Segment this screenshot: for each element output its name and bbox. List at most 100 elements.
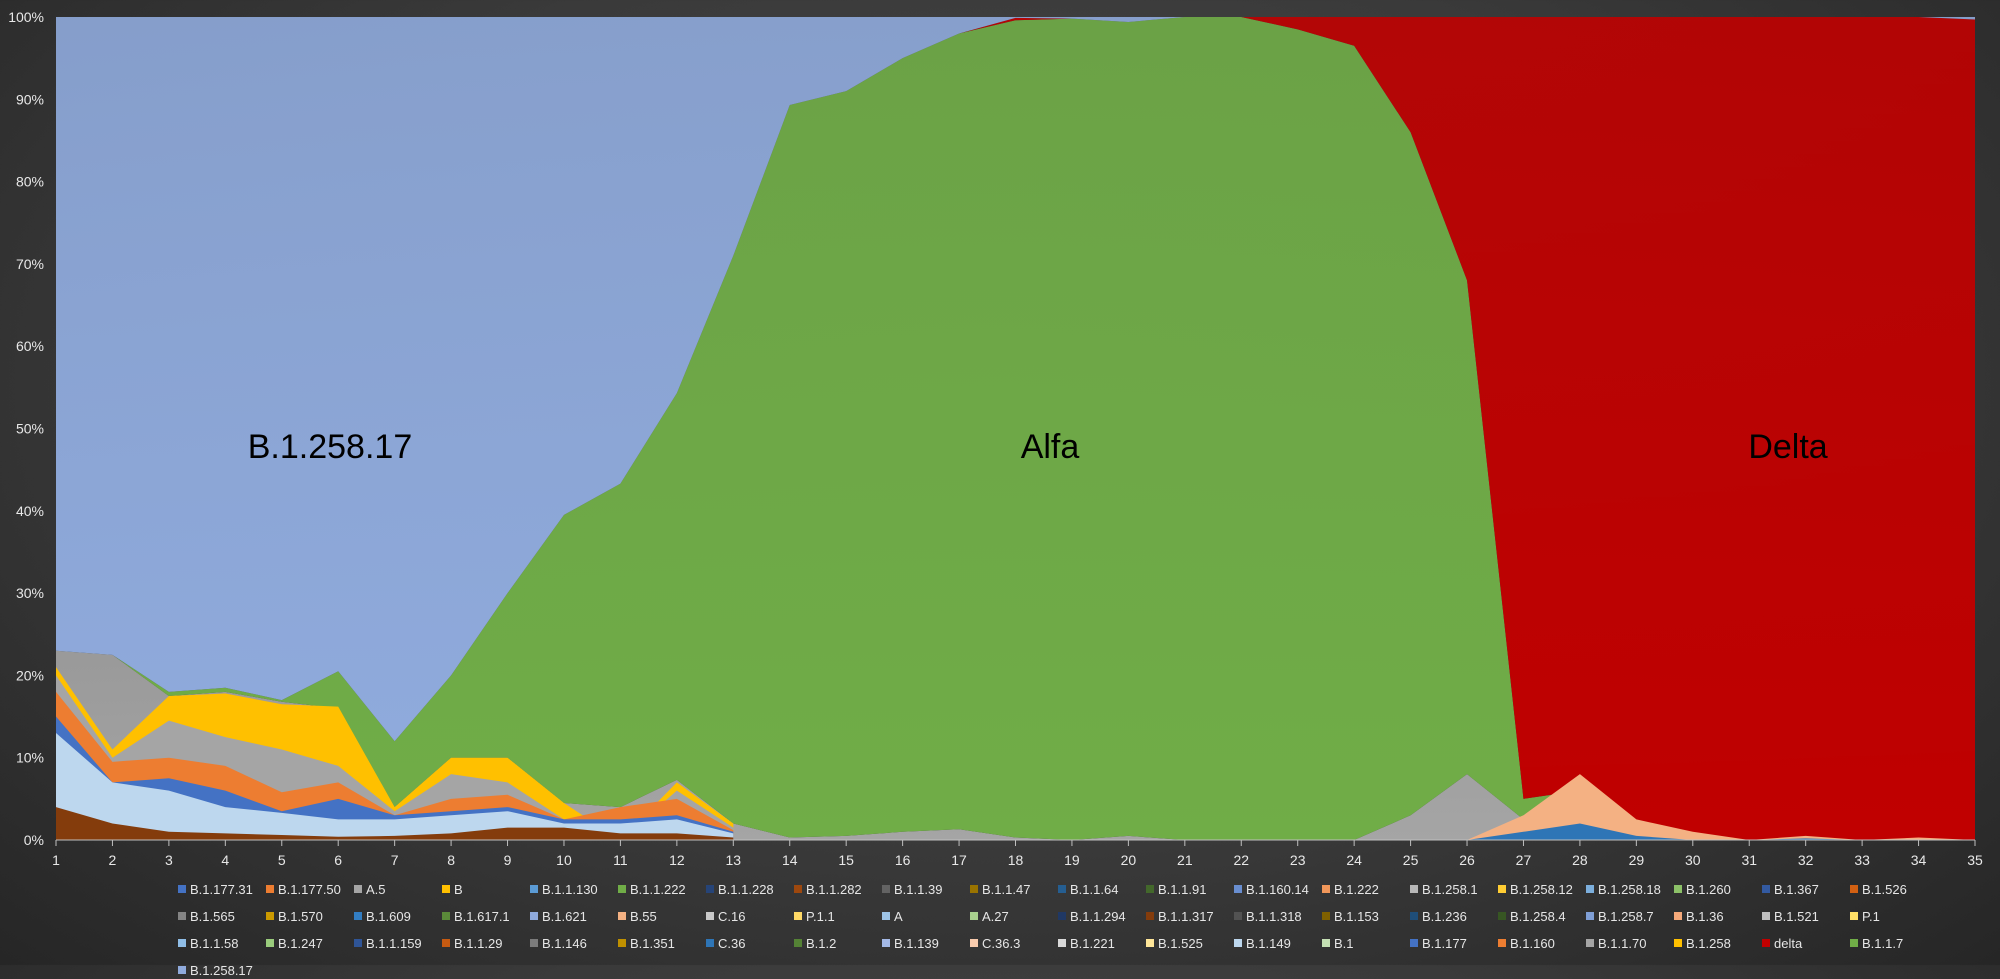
legend-label: B.1.1.130 — [542, 881, 598, 897]
legend-item: B.1.1.39 — [882, 880, 970, 898]
legend-swatch — [794, 885, 802, 893]
legend-swatch — [1322, 912, 1330, 920]
legend-item: P.1.1 — [794, 907, 882, 925]
legend-label: B.1.1.29 — [454, 935, 503, 951]
legend-item: B.1.525 — [1146, 934, 1234, 952]
band-late-b-1-177 — [1297, 823, 1975, 840]
legend-item: B.1.1.130 — [530, 880, 618, 898]
band-late-c-36-3 — [1297, 774, 1975, 840]
x-tick-label: 23 — [1290, 852, 1306, 868]
legend-item: B.1.153 — [1322, 907, 1410, 925]
x-tick-label: 27 — [1516, 852, 1532, 868]
x-tick-label: 16 — [895, 852, 911, 868]
legend-swatch — [1850, 939, 1858, 947]
legend-swatch — [1762, 939, 1770, 947]
legend-label: A.27 — [982, 908, 1009, 924]
legend-item: B.1.617.1 — [442, 907, 530, 925]
legend-item: B — [442, 880, 530, 898]
legend-item: B.1.160 — [1498, 934, 1586, 952]
legend-swatch — [1586, 912, 1594, 920]
legend-label: B.1.1.228 — [718, 881, 774, 897]
legend-swatch — [1762, 885, 1770, 893]
legend-item: B.1.526 — [1850, 880, 1938, 898]
y-tick-label: 60% — [16, 338, 44, 354]
legend-label: B.55 — [630, 908, 657, 924]
legend-item: B.1.565 — [178, 907, 266, 925]
legend-swatch — [706, 885, 714, 893]
legend-swatch — [794, 939, 802, 947]
band-b-1-1-29 — [56, 807, 734, 840]
region-label: B.1.258.17 — [248, 428, 412, 466]
legend-swatch — [1146, 912, 1154, 920]
legend-label: B.1.617.1 — [454, 908, 510, 924]
legend-label: B.1.525 — [1158, 935, 1203, 951]
legend-label: A.5 — [366, 881, 386, 897]
legend-label: B.1.1.222 — [630, 881, 686, 897]
legend-item: B.1.2 — [794, 934, 882, 952]
legend-swatch — [1498, 885, 1506, 893]
legend-swatch — [1410, 912, 1418, 920]
x-tick-label: 17 — [951, 852, 967, 868]
legend-swatch — [266, 939, 274, 947]
x-tick-label: 8 — [447, 852, 455, 868]
legend-item: P.1 — [1850, 907, 1938, 925]
legend-item: B.1.1.7 — [1850, 934, 1938, 952]
legend-label: B.1.570 — [278, 908, 323, 924]
legend-swatch — [1498, 912, 1506, 920]
legend-swatch — [178, 912, 186, 920]
legend-swatch — [1234, 885, 1242, 893]
legend-label: B.1.153 — [1334, 908, 1379, 924]
legend-label: B.1.139 — [894, 935, 939, 951]
legend-item: B.1.1.294 — [1058, 907, 1146, 925]
legend-item: B.1.258.12 — [1498, 880, 1586, 898]
legend-label: B.1.177.50 — [278, 881, 341, 897]
legend-label: C.36 — [718, 935, 746, 951]
legend-item: A — [882, 907, 970, 925]
x-tick-label: 30 — [1685, 852, 1701, 868]
legend-label: B.1.221 — [1070, 935, 1115, 951]
legend-item: B.1.1.228 — [706, 880, 794, 898]
legend-item: B.1.609 — [354, 907, 442, 925]
legend-label: B.1.258.18 — [1598, 881, 1661, 897]
legend-item: B.1.570 — [266, 907, 354, 925]
legend-label: B.1.258.12 — [1510, 881, 1573, 897]
legend-swatch — [530, 912, 538, 920]
legend-item: B.1.1.222 — [618, 880, 706, 898]
x-tick-label: 31 — [1741, 852, 1757, 868]
legend-label: B.1.1.294 — [1070, 908, 1126, 924]
legend-swatch — [882, 912, 890, 920]
legend-item: B.1.139 — [882, 934, 970, 952]
legend-item: C.36 — [706, 934, 794, 952]
legend-label: B.1.621 — [542, 908, 587, 924]
legend-swatch — [970, 939, 978, 947]
legend-label: B.1.258.1 — [1422, 881, 1478, 897]
legend-swatch — [442, 885, 450, 893]
legend-item: B.55 — [618, 907, 706, 925]
legend-label: B.1.160 — [1510, 935, 1555, 951]
x-tick-label: 28 — [1572, 852, 1588, 868]
legend-label: B.1.36 — [1686, 908, 1724, 924]
legend-item: B.1.1.70 — [1586, 934, 1674, 952]
legend-item: B.1.1.317 — [1146, 907, 1234, 925]
legend-swatch — [1322, 939, 1330, 947]
legend-swatch — [1674, 912, 1682, 920]
legend-item: B.1.177.50 — [266, 880, 354, 898]
x-tick-label: 34 — [1911, 852, 1927, 868]
x-tick-label: 18 — [1008, 852, 1024, 868]
legend-item: B.1.1.58 — [178, 934, 266, 952]
legend-item: B.1.351 — [618, 934, 706, 952]
x-tick-label: 3 — [165, 852, 173, 868]
legend-item: B.1.177.31 — [178, 880, 266, 898]
legend-swatch — [442, 912, 450, 920]
x-tick-label: 20 — [1121, 852, 1137, 868]
y-tick-label: 80% — [16, 174, 44, 190]
plot-areas — [56, 17, 1975, 840]
legend-item: C.16 — [706, 907, 794, 925]
legend-label: B.1.177.31 — [190, 881, 253, 897]
legend-swatch — [1410, 939, 1418, 947]
x-tick-label: 4 — [221, 852, 229, 868]
legend-swatch — [442, 939, 450, 947]
legend-swatch — [1234, 912, 1242, 920]
y-tick-label: 100% — [8, 9, 44, 25]
